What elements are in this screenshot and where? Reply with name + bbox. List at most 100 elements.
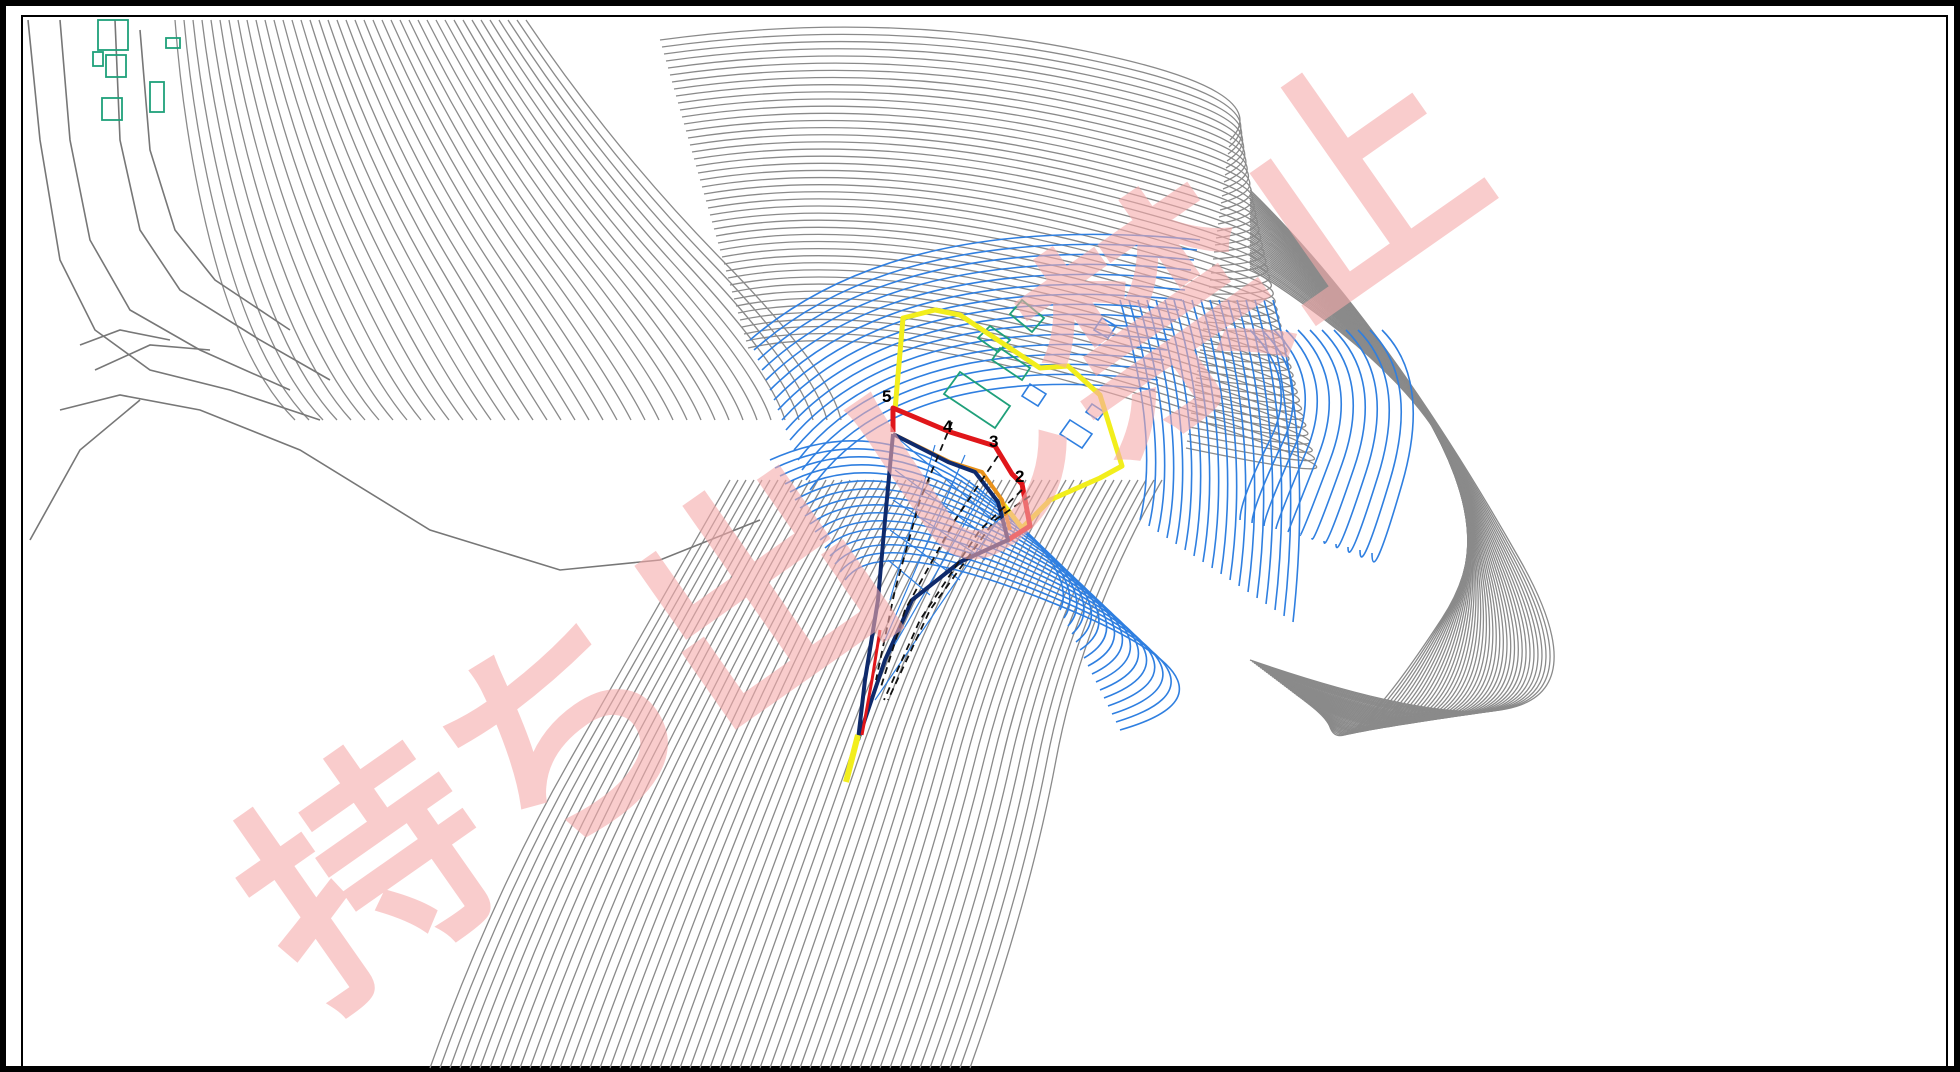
stream-line	[1137, 299, 1166, 533]
building	[97, 19, 129, 51]
yellow-boundary	[892, 307, 1125, 531]
contour-line	[372, 19, 604, 421]
stream-line	[1209, 299, 1238, 581]
yellow-outlet	[843, 734, 861, 783]
building	[165, 37, 181, 49]
stream-line	[1275, 329, 1318, 530]
contour-line	[264, 19, 436, 421]
stream-line	[1272, 299, 1301, 623]
road-lines	[27, 19, 761, 571]
navy-channel	[856, 433, 895, 741]
contour-line	[715, 226, 1284, 340]
building	[1008, 298, 1046, 334]
contour-line	[669, 62, 1246, 176]
contour-line	[408, 19, 660, 421]
contour-line	[300, 19, 492, 421]
contour-line	[417, 19, 674, 421]
contour-line	[489, 479, 779, 1069]
stream-line	[774, 447, 1071, 619]
stream-line	[753, 243, 1198, 351]
building	[990, 346, 1032, 382]
stream-line	[757, 253, 1195, 361]
contour-line	[201, 19, 338, 421]
stream-line	[1323, 329, 1367, 544]
section-lines	[875, 421, 1031, 701]
contour-line	[435, 19, 702, 421]
red-boundary	[890, 405, 1033, 543]
contour-line	[639, 479, 899, 1069]
contour-line	[959, 479, 1155, 1069]
contour-line	[459, 479, 755, 1069]
stream-line	[1119, 299, 1148, 521]
contour-line	[713, 219, 1282, 333]
stream-line	[1251, 329, 1294, 524]
section-label-3: 3	[989, 432, 998, 451]
contour-line	[429, 479, 731, 1069]
contour-line	[849, 479, 1067, 1069]
stream-line	[1218, 299, 1247, 587]
contour-line	[183, 19, 310, 421]
stream-line	[749, 233, 1201, 341]
building	[942, 370, 1012, 430]
building	[92, 51, 104, 67]
contour-line	[919, 479, 1123, 1069]
contour-line	[723, 255, 1292, 372]
contour-line	[717, 233, 1286, 348]
stream-line	[829, 535, 1156, 707]
contour-line	[439, 479, 739, 1069]
blue-building-outlines	[1020, 316, 1118, 450]
stream-line	[824, 527, 1148, 699]
stream-line	[1287, 329, 1331, 533]
contour-line	[345, 19, 562, 421]
stream-line	[1299, 329, 1343, 536]
stream-line	[1128, 299, 1157, 527]
contour-line	[462, 19, 744, 421]
contour-line	[759, 479, 995, 1069]
contour-line	[516, 19, 828, 421]
contour-line	[282, 19, 464, 421]
contour-line	[673, 76, 1248, 190]
stream-line	[834, 543, 1164, 715]
stream-line	[1239, 329, 1282, 521]
stream-line	[819, 519, 1140, 691]
stream-line	[789, 333, 1171, 441]
contour-line	[336, 19, 548, 421]
contour-line	[769, 479, 1003, 1069]
stream-line	[769, 439, 1065, 611]
stream-line	[1335, 329, 1379, 549]
contour-line	[929, 479, 1131, 1069]
contour-line	[689, 479, 939, 1069]
stream-line	[777, 303, 1180, 411]
watermark-text: 持ち出し禁止	[196, 6, 1529, 1051]
contour-line	[671, 69, 1247, 183]
stream-line	[1182, 299, 1211, 563]
contour-line	[649, 479, 907, 1069]
contour-line	[192, 19, 324, 421]
stream-line	[809, 503, 1124, 675]
contour-line	[729, 479, 971, 1069]
contour-line	[479, 479, 771, 1069]
contour-line	[509, 479, 795, 1069]
contour-line	[539, 479, 819, 1069]
contour-line	[659, 479, 915, 1069]
blue-contour-lines	[749, 233, 1415, 731]
stream-line	[1191, 299, 1220, 569]
contour-line	[709, 479, 955, 1069]
contour-line	[399, 19, 646, 421]
stream-line	[1155, 299, 1184, 545]
section-label-5: 5	[882, 387, 891, 406]
contour-line	[507, 19, 814, 421]
contour-line	[899, 479, 1107, 1069]
contour-line	[318, 19, 520, 421]
contour-line	[699, 479, 947, 1069]
stream-line	[781, 313, 1177, 421]
stream-line	[785, 323, 1174, 431]
contour-line	[449, 479, 747, 1069]
contour-line	[721, 247, 1290, 364]
red-channel	[860, 629, 882, 736]
contour-line	[743, 325, 1313, 453]
contour-line	[677, 91, 1251, 204]
stream-line	[1227, 299, 1256, 593]
contour-line	[529, 479, 811, 1069]
